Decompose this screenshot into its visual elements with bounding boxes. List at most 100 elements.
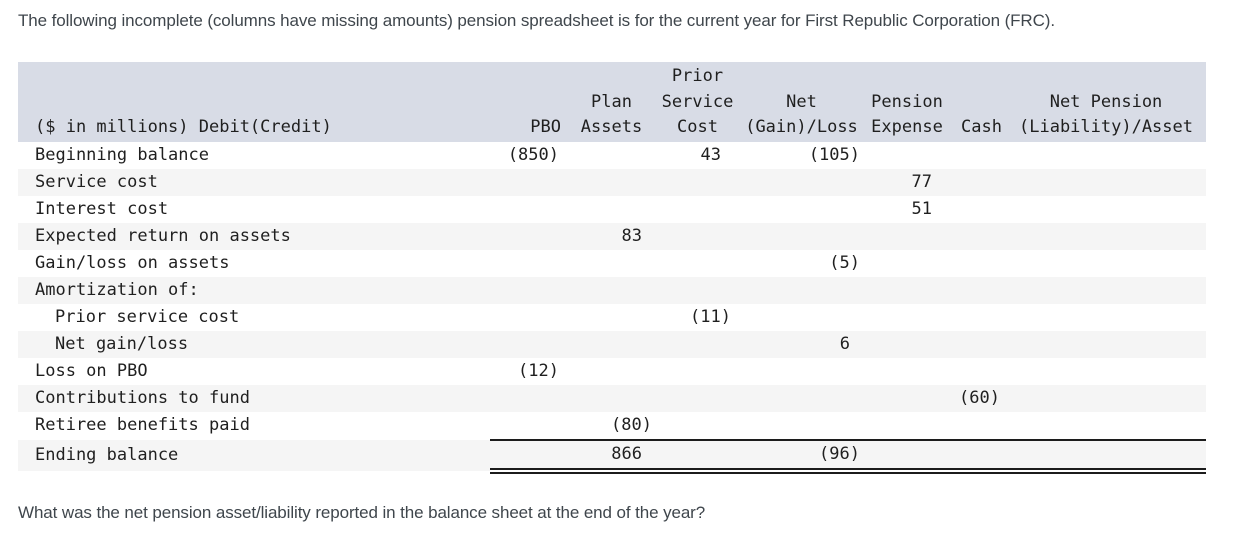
cell-prior-service-cost — [658, 358, 737, 385]
cell-net-gain-loss — [737, 277, 866, 304]
cell-pension-expense: 51 — [911, 198, 932, 219]
cell-pension-expense — [866, 277, 948, 304]
cell-net-gain-loss — [737, 412, 866, 440]
cell-pbo — [490, 250, 565, 277]
row-label: Retiree benefits paid — [35, 415, 250, 435]
cell-pension-expense — [866, 250, 948, 277]
cell-net-pension — [1006, 250, 1206, 277]
cell-net-gain-loss: 6 — [839, 333, 850, 354]
cell-pbo — [490, 385, 565, 412]
question-text: What was the net pension asset/liability… — [18, 502, 706, 522]
cell-pbo — [490, 412, 565, 440]
cell-pension-expense — [866, 223, 948, 250]
cell-net-gain-loss: (96) — [737, 438, 866, 474]
cell-plan-assets — [565, 385, 658, 412]
cell-pbo: (850) — [507, 144, 559, 165]
cell-cash — [948, 250, 1006, 277]
table-row-contributions: Contributions to fund (60) — [18, 384, 1206, 412]
table-row-amortization-of: Amortization of: — [18, 276, 1206, 304]
table-row-interest-cost: Interest cost 51 — [18, 196, 1206, 223]
intro-text: The following incomplete (columns have m… — [18, 11, 1055, 30]
col-header-pbo: PBO — [490, 62, 565, 142]
cell-cash — [948, 412, 1006, 440]
table-row-loss-on-pbo: Loss on PBO (12) — [18, 358, 1206, 385]
cell-cash — [948, 142, 1006, 169]
cell-pension-expense — [866, 142, 948, 169]
cell-prior-service-cost — [658, 412, 737, 440]
cell-net-gain-loss: (105) — [808, 144, 860, 165]
cell-net-gain-loss: (5) — [829, 252, 860, 273]
cell-net-pension — [1006, 412, 1206, 440]
cell-net-gain-loss — [737, 223, 866, 250]
cell-prior-service-cost — [658, 223, 737, 250]
row-label: Service cost — [35, 171, 158, 192]
row-label: Interest cost — [35, 198, 169, 219]
cell-prior-service-cost — [658, 250, 737, 277]
col-header-net-gain-loss: Net (Gain)/Loss — [737, 62, 866, 142]
table-row-amort-net-gain-loss: Net gain/loss 6 — [18, 330, 1206, 358]
cell-prior-service-cost — [658, 196, 737, 223]
col-header-plan-assets: Plan Assets — [565, 62, 658, 142]
cell-plan-assets — [565, 250, 658, 277]
cell-net-pension — [1006, 223, 1206, 250]
row-label: Expected return on assets — [35, 225, 291, 246]
cell-cash — [948, 277, 1006, 304]
cell-pension-expense — [866, 412, 948, 440]
table-row-ending-balance: Ending balance 866 (96) — [18, 438, 1206, 474]
cell-pension-expense — [866, 358, 948, 385]
cell-cash — [948, 331, 1006, 358]
cell-net-gain-loss — [737, 358, 866, 385]
cell-plan-assets — [565, 304, 658, 331]
cell-pension-expense — [866, 385, 948, 412]
col-header-net-pension: Net Pension (Liability)/Asset — [1006, 62, 1206, 142]
col-header-cash: Cash — [948, 62, 1006, 142]
cell-prior-service-cost: 43 — [700, 144, 721, 165]
cell-prior-service-cost — [658, 277, 737, 304]
cell-net-pension — [1006, 358, 1206, 385]
table-row-expected-return: Expected return on assets 83 — [18, 222, 1206, 250]
header-row: ($ in millions) Debit(Credit) PBO Plan A… — [18, 62, 1206, 142]
row-label: Contributions to fund — [35, 387, 250, 408]
cell-pbo — [490, 304, 565, 331]
cell-plan-assets — [565, 169, 658, 196]
row-label: Loss on PBO — [35, 360, 148, 381]
cell-prior-service-cost — [658, 331, 737, 358]
table-row-retiree-benefits: Retiree benefits paid (80) — [18, 412, 1206, 440]
cell-net-pension — [1006, 196, 1206, 223]
cell-net-gain-loss — [737, 196, 866, 223]
cell-prior-service-cost — [658, 169, 737, 196]
cell-net-gain-loss — [737, 169, 866, 196]
cell-cash: (60) — [959, 387, 1000, 408]
cell-net-pension — [1006, 169, 1206, 196]
cell-pension-expense — [866, 304, 948, 331]
cell-pbo — [490, 331, 565, 358]
cell-net-gain-loss — [737, 385, 866, 412]
cell-pbo: (12) — [518, 360, 559, 381]
cell-pbo — [490, 196, 565, 223]
col-header-pension-expense: Pension Expense — [866, 62, 948, 142]
col-header-prior-service-cost: Prior Service Cost — [658, 62, 737, 142]
cell-plan-assets: 866 — [565, 438, 658, 474]
table-row-amort-prior-service-cost: Prior service cost (11) — [18, 304, 1206, 331]
cell-plan-assets: (80) — [611, 414, 652, 435]
cell-cash — [948, 223, 1006, 250]
cell-pbo — [490, 277, 565, 304]
cell-cash — [948, 169, 1006, 196]
cell-cash — [948, 304, 1006, 331]
cell-pension-expense: 77 — [911, 171, 932, 192]
row-label: Beginning balance — [35, 144, 209, 165]
row-label: Gain/loss on assets — [35, 252, 230, 273]
cell-plan-assets — [565, 331, 658, 358]
cell-prior-service-cost — [658, 438, 737, 474]
cell-net-pension — [1006, 438, 1206, 474]
cell-net-pension — [1006, 277, 1206, 304]
pension-spreadsheet-table: ($ in millions) Debit(Credit) PBO Plan A… — [18, 62, 1206, 474]
table-row-beginning-balance: Beginning balance (850) 43 (105) — [18, 142, 1206, 169]
cell-cash — [948, 438, 1006, 474]
row-label: Ending balance — [35, 444, 179, 465]
cell-plan-assets — [565, 196, 658, 223]
cell-plan-assets — [565, 142, 658, 169]
row-label: Net gain/loss — [55, 333, 189, 354]
table-row-gain-loss-assets: Gain/loss on assets (5) — [18, 250, 1206, 277]
table-row-service-cost: Service cost 77 — [18, 168, 1206, 196]
